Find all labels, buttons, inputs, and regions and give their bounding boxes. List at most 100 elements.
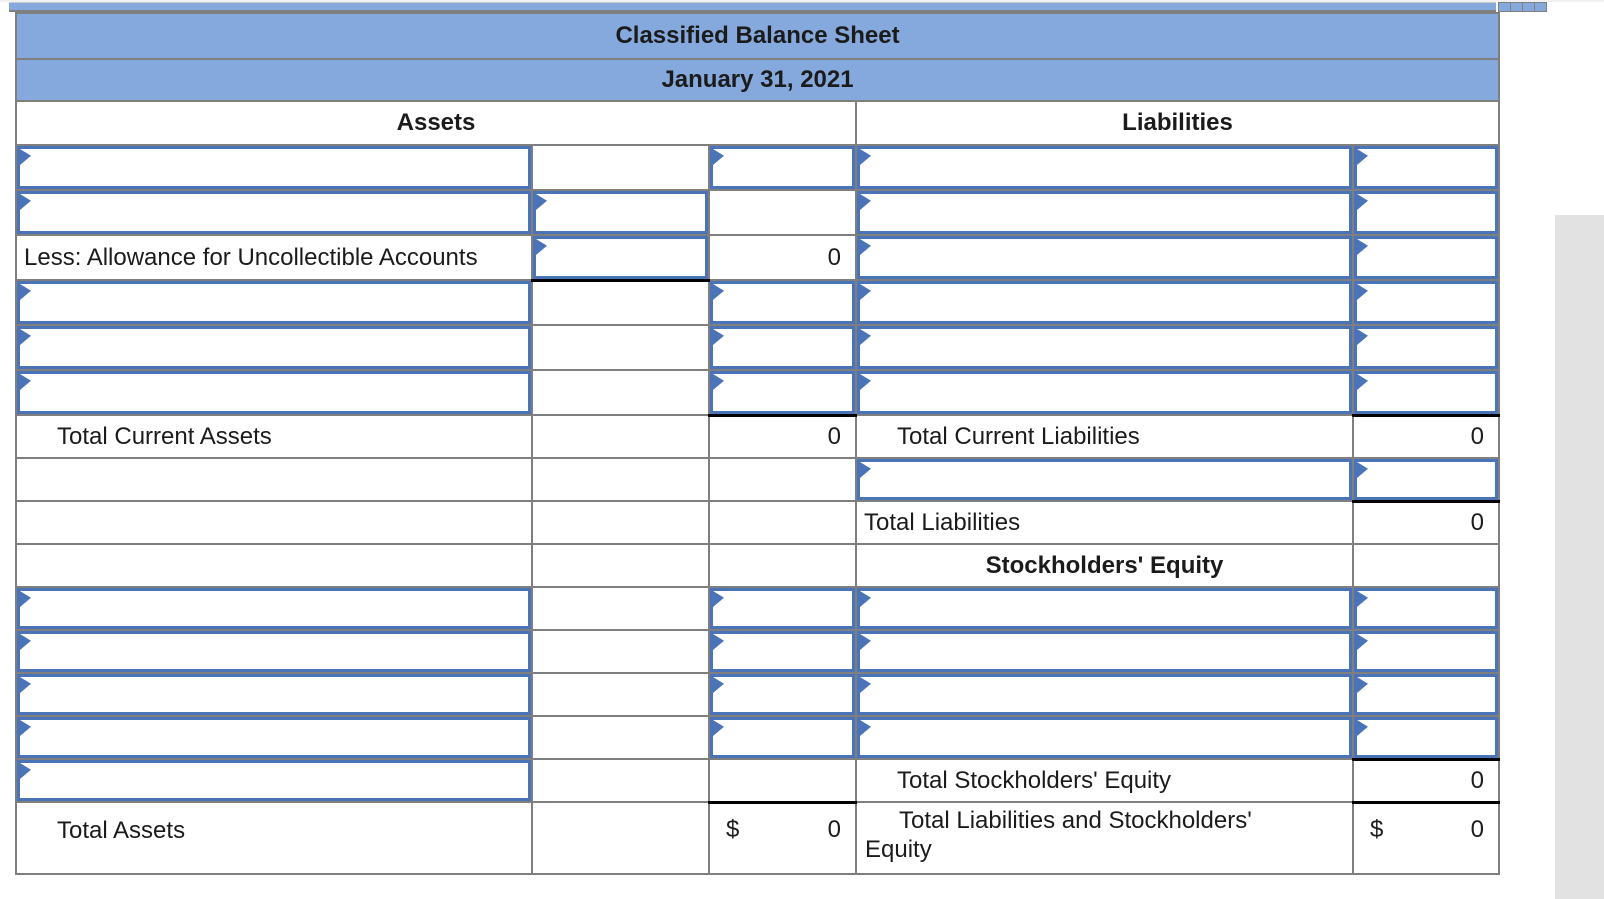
asset-subamount-cell — [531, 758, 710, 803]
table-row: Less: Allowance for Uncollectible Accoun… — [15, 234, 1501, 282]
dropdown-flag-icon — [20, 720, 31, 736]
dropdown-flag-icon — [20, 591, 31, 607]
liability-account-input[interactable] — [855, 457, 1354, 502]
dropdown-flag-icon — [860, 634, 871, 650]
asset-subamount-input[interactable] — [531, 189, 710, 236]
dropdown-flag-icon — [1357, 284, 1368, 300]
asset-amount-input[interactable] — [708, 369, 857, 416]
asset-account-input[interactable] — [15, 324, 533, 371]
total-liabilities-and-equity-label: Total Liabilities and Stockholders' Equi… — [855, 801, 1354, 875]
table-row: Total Assets $ 0 Total Liabilities and S… — [15, 800, 1501, 875]
dropdown-flag-icon — [1357, 677, 1368, 693]
dropdown-flag-icon — [860, 677, 871, 693]
total-stockholders-equity-label: Total Stockholders' Equity — [855, 758, 1354, 803]
clipped-cell — [1511, 2, 1523, 12]
table-row — [15, 715, 1501, 760]
asset-subamount-input[interactable] — [531, 234, 710, 282]
asset-subamount-cell — [531, 279, 710, 326]
asset-subamount-cell — [531, 144, 710, 191]
liability-amount-input[interactable] — [1351, 279, 1501, 326]
table-row — [15, 324, 1501, 371]
asset-label-cell — [15, 543, 533, 588]
dropdown-flag-icon — [20, 677, 31, 693]
asset-account-input[interactable] — [15, 279, 533, 326]
asset-amount-input[interactable] — [708, 324, 857, 371]
liability-amount-input[interactable] — [1351, 324, 1501, 371]
asset-account-input[interactable] — [15, 189, 533, 236]
liability-account-input[interactable] — [855, 324, 1354, 371]
total-current-assets-value: 0 — [708, 413, 857, 459]
asset-amount-input[interactable] — [708, 715, 857, 760]
total-current-liabilities-label: Total Current Liabilities — [855, 414, 1354, 459]
equity-account-input[interactable] — [855, 715, 1354, 760]
asset-subamount-cell — [531, 324, 710, 371]
total-stockholders-equity-value: 0 — [1351, 757, 1501, 803]
dropdown-flag-icon — [713, 634, 724, 650]
asset-account-input[interactable] — [15, 715, 533, 760]
table-row — [15, 672, 1501, 717]
dropdown-flag-icon — [20, 763, 31, 779]
liability-account-input[interactable] — [855, 189, 1354, 236]
liability-amount-input[interactable] — [1351, 234, 1501, 281]
asset-account-input[interactable] — [15, 629, 533, 674]
equity-amount-input[interactable] — [1351, 715, 1501, 760]
total-assets-value: 0 — [827, 815, 841, 843]
asset-amount-input[interactable] — [708, 144, 857, 191]
asset-amount-input[interactable] — [708, 672, 857, 717]
equity-amount-input[interactable] — [1351, 586, 1501, 631]
total-liabilities-value: 0 — [1351, 499, 1501, 545]
dropdown-flag-icon — [20, 329, 31, 345]
stockholders-equity-section-header: Stockholders' Equity — [855, 543, 1354, 588]
asset-label-cell — [15, 500, 533, 545]
table-row — [15, 457, 1501, 502]
dropdown-flag-icon — [860, 720, 871, 736]
asset-account-input[interactable] — [15, 758, 533, 803]
asset-subamount-cell — [531, 414, 710, 459]
liability-amount-input[interactable] — [1351, 144, 1501, 191]
currency-symbol: $ — [726, 815, 740, 843]
asset-subamount-cell — [531, 715, 710, 760]
equity-amount-input[interactable] — [1351, 629, 1501, 674]
liability-account-input[interactable] — [855, 369, 1354, 416]
table-date-row: January 31, 2021 — [14, 58, 1501, 102]
asset-subamount-cell — [531, 801, 710, 875]
dropdown-flag-icon — [20, 374, 31, 390]
table-row: Total Current Assets 0 Total Current Lia… — [15, 413, 1501, 459]
table-row — [15, 189, 1501, 236]
asset-account-input[interactable] — [15, 586, 533, 631]
liabilities-section-header: Liabilities — [854, 100, 1501, 146]
asset-account-input[interactable] — [15, 144, 533, 191]
dropdown-flag-icon — [1357, 149, 1368, 165]
dropdown-flag-icon — [1357, 634, 1368, 650]
asset-amount-input[interactable] — [708, 586, 857, 631]
liability-amount-input[interactable] — [1351, 189, 1501, 236]
equity-amount-input[interactable] — [1351, 672, 1501, 717]
liability-amount-input[interactable] — [1351, 457, 1501, 502]
equity-account-input[interactable] — [855, 629, 1354, 674]
asset-amount-input[interactable] — [708, 629, 857, 674]
net-receivable-value: 0 — [708, 234, 857, 281]
asset-amount-cell — [708, 457, 857, 502]
equity-account-input[interactable] — [855, 672, 1354, 717]
balance-sheet-table: Classified Balance Sheet January 31, 202… — [14, 12, 1501, 875]
liability-amount-input[interactable] — [1351, 369, 1501, 416]
liability-amount-cell — [1351, 543, 1501, 588]
dropdown-flag-icon — [1357, 462, 1368, 478]
equity-account-input[interactable] — [855, 586, 1354, 631]
asset-subamount-cell — [531, 543, 710, 588]
dropdown-flag-icon — [20, 149, 31, 165]
clipped-cell — [1523, 2, 1535, 12]
dropdown-flag-icon — [713, 677, 724, 693]
asset-account-input[interactable] — [15, 369, 533, 416]
asset-amount-cell — [708, 758, 857, 803]
asset-amount-input[interactable] — [708, 279, 857, 326]
asset-account-input[interactable] — [15, 672, 533, 717]
dropdown-flag-icon — [860, 284, 871, 300]
dropdown-flag-icon — [860, 462, 871, 478]
liability-account-input[interactable] — [855, 234, 1354, 281]
less-allowance-label: Less: Allowance for Uncollectible Accoun… — [15, 234, 533, 281]
total-current-assets-label: Total Current Assets — [15, 414, 533, 459]
asset-label-cell — [15, 457, 533, 502]
liability-account-input[interactable] — [855, 144, 1354, 191]
liability-account-input[interactable] — [855, 279, 1354, 326]
